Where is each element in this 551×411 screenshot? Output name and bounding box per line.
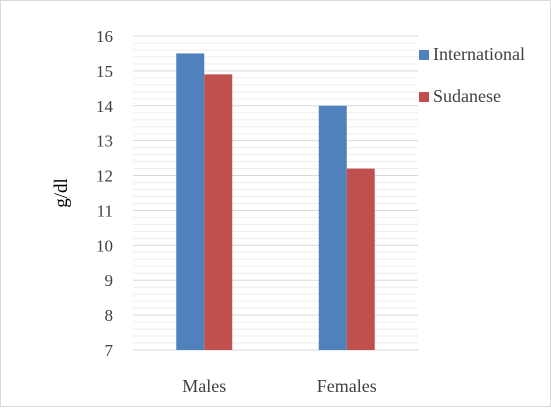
y-tick-label: 8 bbox=[105, 306, 114, 325]
x-category-label: Males bbox=[182, 376, 226, 396]
legend-swatch bbox=[419, 50, 429, 60]
bar-sudanese-females bbox=[346, 168, 375, 350]
y-tick-labels: 7 8 9 10 11 12 13 14 15 16 bbox=[96, 27, 114, 360]
y-tick-label: 14 bbox=[96, 97, 114, 116]
bars bbox=[176, 53, 375, 351]
y-tick-label: 16 bbox=[96, 27, 113, 46]
y-tick-label: 15 bbox=[96, 62, 113, 81]
bar-sudanese-males bbox=[204, 74, 233, 350]
y-tick-label: 13 bbox=[96, 132, 113, 151]
gridlines bbox=[133, 35, 418, 351]
bar-international-males bbox=[176, 53, 205, 350]
y-tick-label: 10 bbox=[96, 236, 113, 255]
legend-label: Sudanese bbox=[433, 86, 501, 106]
x-category-label: Females bbox=[317, 376, 377, 396]
legend-swatch bbox=[419, 92, 429, 102]
y-tick-label: 12 bbox=[96, 167, 113, 186]
legend-label: International bbox=[433, 44, 525, 64]
y-tick-label: 9 bbox=[105, 271, 114, 290]
y-tick-label: 7 bbox=[105, 341, 114, 360]
x-category-labels: Males Females bbox=[182, 376, 377, 396]
y-tick-label: 11 bbox=[97, 201, 113, 220]
y-axis-label: g/dl bbox=[51, 178, 72, 208]
bar-international-females bbox=[318, 105, 347, 351]
legend: International Sudanese bbox=[419, 44, 525, 106]
